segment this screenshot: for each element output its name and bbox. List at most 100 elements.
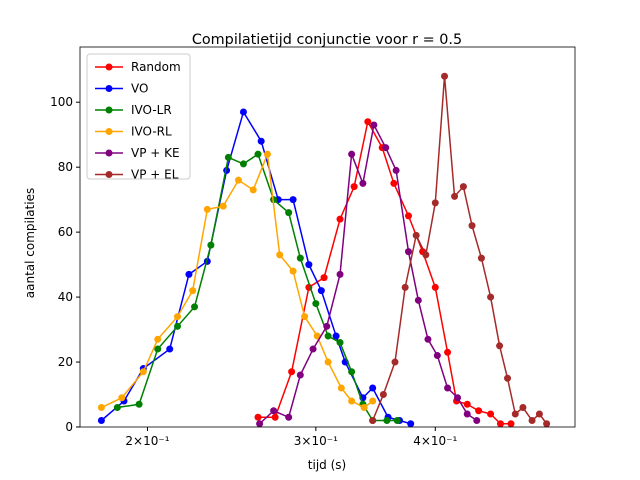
legend-label: Random (131, 60, 181, 74)
data-point (285, 413, 293, 421)
data-point (359, 179, 367, 187)
series-line (117, 153, 398, 422)
data-point (463, 400, 471, 408)
data-point (507, 420, 515, 428)
data-point (424, 335, 432, 343)
data-point (528, 417, 536, 425)
data-point (337, 384, 345, 392)
data-point (324, 358, 332, 366)
data-point (289, 196, 297, 204)
y-tick-label: 60 (58, 225, 73, 239)
data-point (288, 368, 296, 376)
data-point (393, 417, 401, 425)
legend-marker (105, 106, 113, 114)
data-point (391, 358, 399, 366)
data-point (174, 322, 182, 330)
data-point (224, 153, 232, 161)
data-point (463, 410, 471, 418)
series (97, 150, 377, 412)
legend-box (86, 53, 191, 180)
data-point (370, 121, 378, 129)
series (113, 150, 401, 425)
data-point (317, 287, 325, 295)
data-point (431, 199, 439, 207)
data-point (535, 410, 543, 418)
data-point (401, 283, 409, 291)
x-tick-label: 4×10⁻¹ (413, 434, 457, 448)
data-point (139, 368, 147, 376)
data-point (320, 274, 328, 282)
data-point (174, 313, 182, 321)
data-point (369, 397, 377, 405)
series (369, 72, 551, 428)
data-point (390, 179, 398, 187)
data-point (444, 384, 452, 392)
data-point (154, 335, 162, 343)
data-point (473, 417, 481, 425)
data-point (270, 407, 278, 415)
data-point (271, 413, 279, 421)
legend-label: IVO-RL (131, 125, 172, 139)
data-point (219, 202, 227, 210)
data-point (487, 293, 495, 301)
data-point (504, 374, 512, 382)
legend-label: VP + EL (131, 168, 179, 182)
data-point (444, 348, 452, 356)
data-point (496, 342, 504, 350)
data-point (433, 352, 441, 360)
data-point (407, 420, 415, 428)
data-point (256, 420, 264, 428)
data-point (189, 287, 197, 295)
data-point (382, 144, 390, 152)
data-point (239, 108, 247, 116)
data-point (468, 222, 476, 230)
data-point (257, 137, 265, 145)
data-point (383, 417, 391, 425)
data-point (118, 394, 126, 402)
legend-marker (105, 85, 113, 92)
data-point (166, 345, 174, 353)
data-point (203, 205, 211, 213)
data-point (113, 404, 121, 412)
data-point (348, 397, 356, 405)
x-tick-label: 2×10⁻¹ (125, 434, 169, 448)
plot-frame (79, 46, 576, 428)
data-point (379, 391, 387, 399)
data-point (324, 332, 332, 340)
data-point (487, 410, 495, 418)
legend-label: VP + KE (131, 146, 180, 160)
data-point (543, 420, 551, 428)
data-point (309, 345, 317, 353)
legend-label: IVO-LR (131, 103, 172, 117)
x-tick-label: 3×10⁻¹ (294, 434, 338, 448)
data-point (301, 313, 309, 321)
data-point (234, 176, 242, 184)
legend-marker (105, 149, 113, 157)
data-point (348, 368, 356, 376)
series-line (259, 122, 478, 425)
data-point (332, 332, 340, 340)
data-point (414, 296, 422, 304)
legend-marker (105, 171, 113, 178)
data-point (350, 183, 358, 191)
data-point (336, 215, 344, 223)
data-point (360, 404, 368, 412)
data-point (336, 339, 344, 347)
data-point (496, 420, 504, 428)
data-point (441, 72, 449, 80)
data-point (369, 417, 377, 425)
data-point (185, 270, 193, 278)
series-line (101, 153, 374, 409)
data-point (154, 345, 162, 353)
data-point (364, 118, 372, 126)
legend-marker (105, 63, 113, 71)
y-tick-label: 80 (58, 160, 73, 174)
data-point (296, 254, 304, 262)
chart-title: Compilatietijd conjunctie voor r = 0.5 (192, 32, 462, 48)
y-tick-label: 20 (58, 355, 73, 369)
y-tick-label: 40 (58, 290, 73, 304)
data-point (249, 186, 257, 194)
y-axis-label: aantal compilaties (23, 188, 37, 298)
data-point (254, 150, 262, 158)
